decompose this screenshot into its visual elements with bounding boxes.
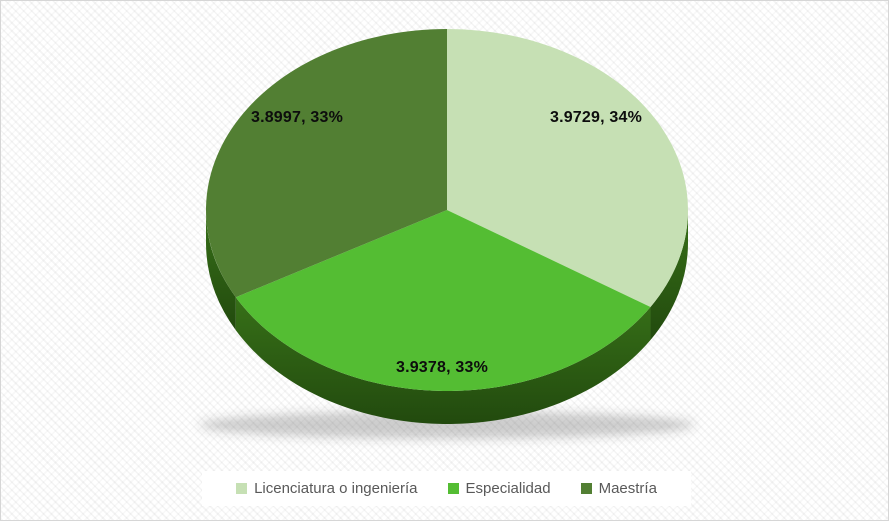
- legend-item-licenciatura[interactable]: Licenciatura o ingeniería: [236, 480, 418, 497]
- pie-slice-2[interactable]: [205, 29, 447, 298]
- data-label-licenciatura: 3.9729, 34%: [549, 109, 643, 126]
- chart-legend: Licenciatura o ingeniería Especialidad M…: [202, 471, 691, 506]
- pie-slice-1-side: [235, 297, 651, 424]
- pie-slice-0-side: [650, 210, 688, 340]
- pie-shadow: [199, 411, 695, 439]
- legend-swatch-licenciatura-icon: [236, 483, 248, 494]
- legend-label-licenciatura: Licenciatura o ingeniería: [254, 480, 418, 497]
- legend-swatch-especialidad-icon: [447, 483, 459, 494]
- legend-item-maestria[interactable]: Maestría: [580, 480, 657, 497]
- pie-slice-0[interactable]: [447, 29, 688, 307]
- pie-slice-2-side: [206, 210, 236, 331]
- legend-swatch-maestria-icon: [580, 483, 592, 494]
- legend-label-especialidad: Especialidad: [465, 480, 551, 497]
- data-label-maestria: 3.8997, 33%: [250, 109, 344, 126]
- data-label-especialidad: 3.9378, 33%: [395, 359, 489, 376]
- legend-item-especialidad[interactable]: Especialidad: [447, 480, 551, 497]
- pie-slice-1[interactable]: [235, 210, 651, 391]
- legend-label-maestria: Maestría: [598, 480, 657, 497]
